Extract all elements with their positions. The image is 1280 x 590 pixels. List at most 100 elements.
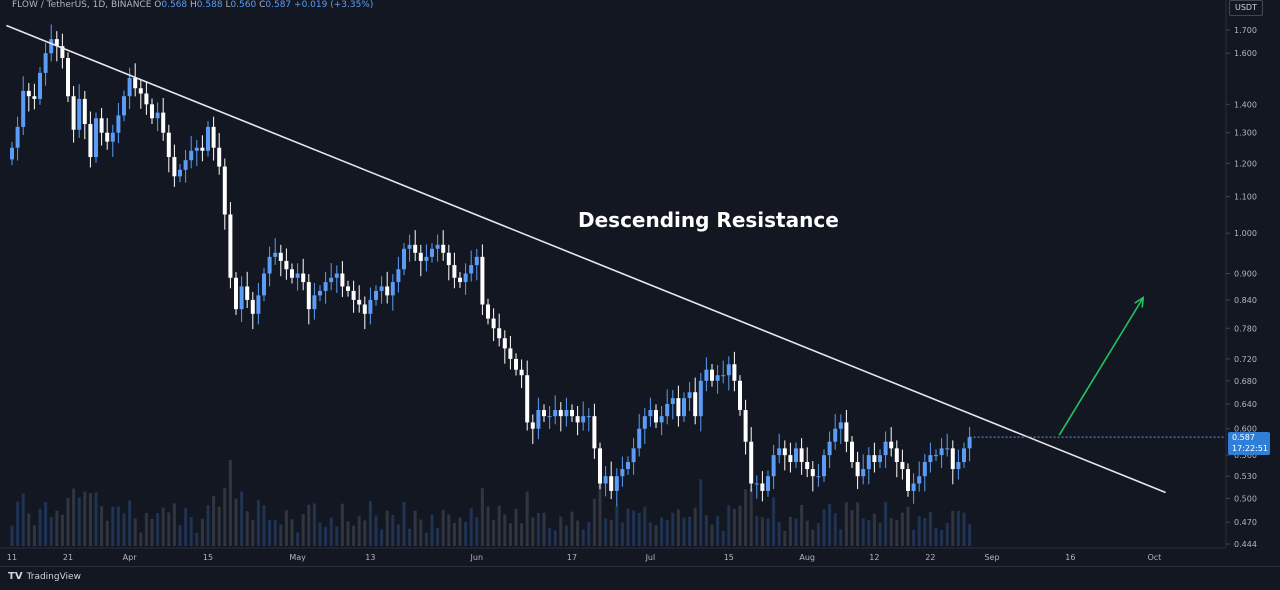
close-value: 0.587 [265,0,292,10]
candle-down [497,328,502,339]
price-axis[interactable]: 1.700 1.600 1.400 1.300 1.200 1.100 1.000 0.900… [1226,26,1257,549]
volume-bar [727,505,731,546]
candle-up [43,53,48,73]
candle-up [838,422,843,429]
candle-up [777,448,782,456]
volume-bar [816,523,820,546]
trendline-layer [6,24,1226,494]
time-tick-label: Sep [984,553,999,562]
candle-down [418,252,423,261]
price-tick-label: 0.444 [1234,540,1257,549]
volume-bar [290,519,294,546]
candle-up [816,476,821,478]
volume-bar [408,528,412,546]
volume-bar [38,508,42,546]
candle-up [670,398,675,405]
candle-up [206,126,210,151]
volume-bar [55,510,59,546]
volume-bar [279,524,283,546]
volume-bar [172,503,176,546]
volume-bar [917,516,921,546]
candle-down [850,441,854,463]
time-tick-label: 15 [724,553,734,562]
volume-bar [716,516,720,546]
candle-down [502,338,507,349]
volume-bar [357,516,361,546]
candle-down [234,277,238,310]
volume-bar [144,512,148,546]
candle-down [340,273,345,287]
volume-bar [436,527,440,546]
volume-bar [587,522,591,546]
volume-bar [156,513,160,546]
currency-button[interactable]: USDT [1229,0,1263,16]
candle-up [15,126,20,148]
candle-up [110,132,115,142]
volume-bar [654,525,658,546]
volume-bar [564,525,568,546]
volume-bar [693,507,697,546]
volume-bar [878,522,882,546]
volume-bar [88,492,92,546]
breakout-arrow [1058,297,1144,436]
volume-bar [413,510,417,546]
high-label: H [190,0,197,10]
candle-up [77,98,82,130]
candle-down [889,441,894,449]
candle-up [726,364,731,376]
price-tick-label: 0.640 [1234,400,1257,409]
volume-bar [671,512,675,546]
volume-bar [262,505,266,546]
volume-bar [268,520,272,546]
volume-bar [749,488,753,546]
volume-bar [492,520,496,546]
candle-up [312,295,317,310]
candle-down [245,286,250,300]
tradingview-logo-icon: TV [8,571,23,582]
volume-bar [536,513,540,546]
candle-down [144,93,149,105]
time-axis[interactable]: 11 21 Apr 15 May 13 Jun 17 Jul 15 Aug 12 22 Sep 16 Oct [7,553,1161,562]
candle-down [278,252,283,261]
descending-resistance-line [6,24,1166,494]
volume-bar [424,532,428,546]
volume-bar [10,525,14,546]
symbol-name[interactable]: FLOW / TetherUS, 1D, BINANCE [12,0,152,10]
candle-down [570,410,574,417]
volume-bar [962,512,966,546]
candle-up [766,476,770,491]
tradingview-branding[interactable]: TV TradingView [8,571,81,582]
volume-bar [49,517,53,546]
volume-bar [335,526,339,546]
volume-bar [648,522,652,546]
candle-up [194,147,199,151]
volume-bar [755,516,759,546]
volume-bar [100,506,104,546]
volume-bar [234,498,238,546]
candle-down [82,98,87,124]
candle-down [385,286,390,296]
candle-down [346,286,350,291]
candle-up [928,455,933,463]
candle-down [166,132,171,158]
volume-bar [542,512,546,546]
volume-bar [900,512,904,546]
symbol-legend: FLOW / TetherUS, 1D, BINANCE O0.568 H0.5… [12,0,373,10]
volume-bar [604,518,608,546]
volume-bar [21,493,25,546]
volume-bar [872,513,876,546]
volume-bar [581,529,585,546]
candle-up [771,455,776,477]
candle-down [217,147,222,167]
price-tick-label: 1.000 [1234,229,1257,238]
price-tick-label: 0.780 [1234,324,1257,333]
candle-down [676,398,681,417]
candle-down [760,483,765,491]
candle-down [542,410,546,417]
candle-up [407,244,412,249]
price-tick-label: 0.840 [1234,296,1257,305]
candle-down [844,422,849,442]
candle-up [637,428,642,449]
candle-up [939,448,944,456]
